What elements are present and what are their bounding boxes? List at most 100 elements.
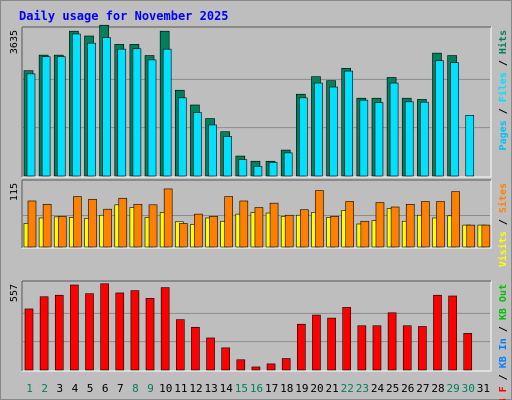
legend-segment: / [498,368,509,386]
legend-segment: Sites [497,183,509,213]
bar-kb-day-1 [24,308,34,371]
legend-segment: KB F [498,386,509,400]
bar-files-day-6 [102,37,111,177]
x-tick-label-day-6: 6 [102,382,109,395]
panel-hits-files-pages: 3635 Pages / Files / Hits [9,24,509,178]
legend-segment: / [498,102,509,120]
bar-sites-day-28 [436,201,445,248]
bar-kb-day-7 [115,292,125,371]
bar-sites-day-10 [163,188,173,248]
bar-files-day-15 [238,159,248,177]
bar-sites-day-1 [27,200,37,248]
bar-kb-day-25 [387,312,397,371]
panel-visits-sites: 115 Visits / Sites [9,179,509,267]
bar-kb-day-9 [145,297,155,371]
bar-kb-day-21 [327,317,336,371]
x-tick-label-day-27: 27 [416,382,429,395]
bar-files-day-24 [374,102,384,177]
bar-kb-day-16 [251,366,261,371]
bar-kb-day-12 [191,326,200,371]
bar-sites-day-23 [360,220,370,248]
bar-kb-day-10 [160,287,170,371]
x-tick-label-day-1: 1 [26,382,33,395]
legend-segment: Hits [497,30,509,54]
bar-sites-day-12 [194,213,203,248]
bar-kb-day-3 [54,294,64,371]
panel-legend: Pages / Files / Hits [497,30,509,150]
x-tick-label-day-10: 10 [159,382,172,395]
bar-sites-day-27 [421,201,430,248]
bar-kb-day-23 [357,325,367,371]
chart-title: Daily usage for November 2025 [19,9,229,23]
panel-kb: 557 KB F / KB In / KB Out [9,280,509,400]
bar-files-day-30 [465,115,475,177]
x-tick-label-day-24: 24 [371,382,385,395]
x-tick-label-day-9: 9 [147,382,154,395]
bar-files-day-22 [344,70,354,177]
x-tick-label-day-4: 4 [72,382,79,395]
bar-files-day-26 [404,101,414,177]
panel-legend: Visits / Sites [497,183,509,267]
bar-sites-day-21 [330,216,339,248]
bar-files-day-23 [359,99,369,177]
x-tick-label-day-13: 13 [204,382,217,395]
x-tick-label-day-15: 15 [235,382,248,395]
legend-segment: KB In [498,338,509,368]
bar-files-day-10 [162,48,172,177]
bar-kb-day-30 [463,333,473,371]
bar-kb-day-14 [221,347,230,371]
x-tick-label-day-23: 23 [356,382,369,395]
bar-sites-day-30 [466,224,476,248]
bar-sites-day-13 [209,216,218,248]
legend-segment: / [498,213,509,231]
x-tick-label-day-17: 17 [265,382,278,395]
x-tick-label-day-20: 20 [310,382,323,395]
bar-sites-day-6 [103,208,112,248]
bar-sites-day-31 [481,224,491,248]
bar-sites-day-11 [178,223,188,248]
bar-files-day-18 [283,152,293,177]
x-tick-label-day-14: 14 [220,382,234,395]
bar-kb-day-2 [39,296,49,371]
bar-kb-day-5 [85,293,94,371]
legend-segment: Pages [498,120,509,150]
x-tick-label-day-12: 12 [189,382,202,395]
bar-sites-day-24 [375,202,385,248]
bar-kb-day-18 [281,358,291,371]
bar-files-day-20 [314,82,323,177]
bar-files-day-14 [223,136,232,177]
legend-segment: / [498,320,509,338]
bar-sites-day-29 [451,191,460,248]
bar-kb-day-20 [312,314,321,371]
bar-sites-day-17 [269,202,279,248]
bar-files-day-17 [268,162,278,177]
bar-sites-day-4 [73,196,82,248]
x-tick-label-day-18: 18 [280,382,293,395]
bar-kb-day-13 [206,337,215,371]
x-tick-label-day-3: 3 [57,382,64,395]
bar-sites-day-19 [300,209,309,248]
x-tick-label-day-31: 31 [477,382,490,395]
bar-kb-day-6 [100,283,109,371]
legend-segment: Files [497,72,509,102]
bar-kb-day-29 [448,295,457,371]
bar-kb-day-22 [342,307,352,371]
x-tick-label-day-30: 30 [462,382,475,395]
bar-files-day-16 [253,166,263,177]
bar-files-day-28 [435,60,444,177]
x-tick-label-day-16: 16 [250,382,263,395]
bar-files-day-4 [72,33,81,177]
bar-files-day-19 [299,97,308,177]
bar-sites-day-7 [118,197,128,248]
bar-files-day-3 [56,56,66,177]
bar-files-day-25 [389,82,399,177]
bar-sites-day-26 [405,203,415,248]
bar-sites-day-22 [345,201,355,248]
bar-files-day-1 [26,73,36,177]
panel-ymax-label: 115 [9,183,20,201]
bar-sites-day-8 [133,203,143,248]
x-tick-label-day-5: 5 [87,382,94,395]
x-tick-label-day-25: 25 [386,382,399,395]
